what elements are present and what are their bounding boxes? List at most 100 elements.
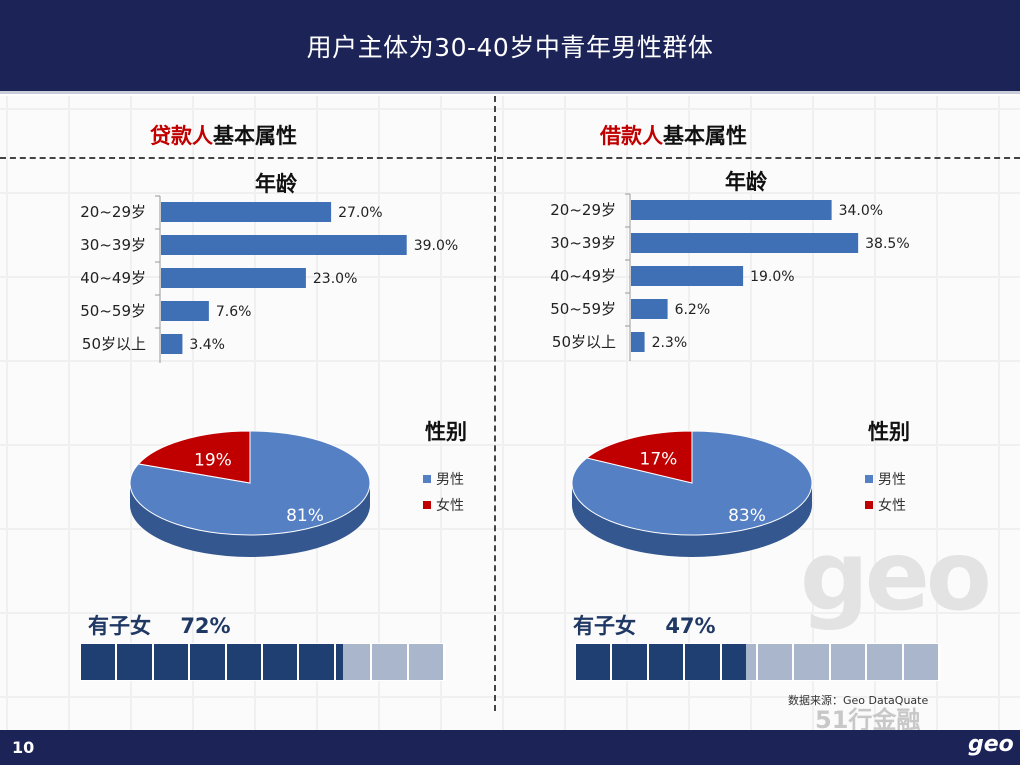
borrower-title-rest: 基本属性 [663, 124, 747, 148]
lender-age-chart: 20~29岁 27.0% 30~39岁 39.0% 40~49岁 23.0% 50~59岁 7… [80, 195, 458, 363]
lender-age-category-label: 50岁以上 [82, 335, 146, 353]
lender-age-value-label: 3.4% [189, 337, 225, 353]
borrower-children-value: 47% [665, 614, 716, 638]
borrower-children-segment [612, 644, 649, 680]
lender-title-rest: 基本属性 [213, 124, 297, 148]
borrower-children-segment [830, 644, 868, 680]
page-title: 用户主体为30-40岁中青年男性群体 [306, 33, 714, 62]
borrower-gender-pie-side [572, 483, 812, 557]
lender-children-segment [81, 644, 118, 680]
lender-children-label: 有子女 72% [88, 610, 231, 640]
wechat-watermark: 51行金融 [815, 706, 921, 734]
borrower-gender-legend-swatch [865, 501, 873, 509]
lender-gender-pie-label-male: 81% [286, 506, 324, 526]
borrower-age-bar [631, 332, 645, 352]
lender-title-accent: 贷款人 [150, 124, 213, 148]
center-divider [494, 96, 496, 711]
footer-bar [0, 730, 1020, 765]
lender-age-value-label: 7.6% [216, 304, 252, 320]
header-bar [0, 0, 1020, 94]
lender-age-bar [161, 334, 183, 354]
borrower-children-segment [794, 644, 831, 680]
lender-children-segment [117, 644, 154, 680]
borrower-gender-legend-label: 男性 [878, 472, 906, 488]
lender-age-bar [161, 202, 332, 222]
borrower-children-text: 有子女 [573, 614, 636, 638]
lender-children-segment [263, 644, 300, 680]
lender-age-value-label: 27.0% [338, 205, 382, 221]
lender-age-title: 年龄 [255, 172, 297, 196]
borrower-age-category-label: 50岁以上 [552, 333, 616, 351]
lender-age-value-label: 23.0% [313, 271, 357, 287]
background-pattern [0, 96, 1020, 730]
borrower-children-segment [648, 644, 686, 680]
borrower-section-title: 借款人基本属性 [600, 120, 747, 150]
lender-gender-pie-label-female: 19% [194, 450, 232, 470]
borrower-gender-pie-label-female: 17% [640, 449, 678, 469]
lender-gender-pie-side [130, 483, 370, 557]
lender-age-bar [161, 235, 407, 255]
lender-age-bar [161, 301, 209, 321]
borrower-children-segment [576, 644, 613, 680]
borrower-title-accent: 借款人 [600, 124, 663, 148]
lender-age-value-label: 39.0% [414, 238, 458, 254]
lender-children-segment [226, 644, 264, 680]
borrower-children-bar [575, 643, 941, 681]
borrower-children-segment [758, 644, 795, 680]
borrower-age-value-label: 38.5% [865, 236, 909, 252]
lender-age-bar [161, 268, 306, 288]
lender-gender-title: 性别 [425, 420, 467, 444]
borrower-age-value-label: 19.0% [750, 269, 794, 285]
right-title-divider [497, 157, 1020, 159]
borrower-age-bar [631, 200, 832, 220]
lender-children-segment [372, 644, 409, 680]
lender-gender-legend-label: 女性 [436, 497, 464, 514]
lender-section-title: 贷款人基本属性 [150, 120, 297, 150]
lender-children-segment [153, 644, 191, 680]
lender-children-segment [299, 644, 336, 680]
footer-logo: geo [968, 732, 1014, 757]
geo-watermark: geo [800, 520, 992, 632]
lender-gender-pie-slice-male [129, 430, 371, 536]
borrower-children-segment [685, 644, 722, 680]
borrower-age-chart: 20~29岁 34.0% 30~39岁 38.5% 40~49岁 19.0% 50~59岁 6… [550, 193, 910, 361]
lender-gender-pie-slice-female [137, 430, 251, 484]
lender-age-category-label: 30~39岁 [80, 236, 146, 254]
borrower-age-value-label: 6.2% [675, 302, 711, 318]
lender-children-segment [408, 644, 446, 680]
lender-children-value: 72% [180, 614, 231, 638]
page-number: 10 [12, 738, 35, 757]
lender-gender-legend-swatch [423, 475, 431, 483]
borrower-gender-legend-label: 女性 [878, 497, 906, 514]
borrower-age-bar [631, 233, 859, 253]
borrower-age-bar [631, 299, 668, 319]
lender-age-category-label: 50~59岁 [80, 302, 146, 320]
borrower-children-segment [903, 644, 941, 680]
borrower-gender-pie-slice-female [585, 430, 693, 484]
borrower-age-category-label: 40~49岁 [550, 267, 616, 285]
borrower-age-category-label: 20~29岁 [550, 201, 616, 219]
borrower-age-category-label: 50~59岁 [550, 300, 616, 318]
borrower-age-value-label: 2.3% [652, 335, 688, 351]
borrower-gender-legend-swatch [865, 475, 873, 483]
source-note: 数据来源：Geo DataQuate [788, 694, 929, 707]
borrower-children-label: 有子女 47% [573, 610, 716, 640]
lender-age-category-label: 40~49岁 [80, 269, 146, 287]
lender-children-bar [80, 643, 446, 681]
borrower-gender-title: 性别 [868, 420, 910, 444]
left-title-divider [0, 157, 492, 159]
lender-children-text: 有子女 [88, 614, 151, 638]
lender-children-segment [335, 644, 373, 680]
borrower-age-value-label: 34.0% [839, 203, 883, 219]
borrower-age-bar [631, 266, 744, 286]
borrower-age-category-label: 30~39岁 [550, 234, 616, 252]
lender-gender-legend-swatch [423, 501, 431, 509]
lender-gender-legend-label: 男性 [436, 472, 464, 488]
lender-children-segment [190, 644, 227, 680]
borrower-gender-pie-label-male: 83% [728, 506, 766, 526]
lender-age-category-label: 20~29岁 [80, 203, 146, 221]
borrower-children-segment [867, 644, 904, 680]
borrower-children-segment [721, 644, 759, 680]
